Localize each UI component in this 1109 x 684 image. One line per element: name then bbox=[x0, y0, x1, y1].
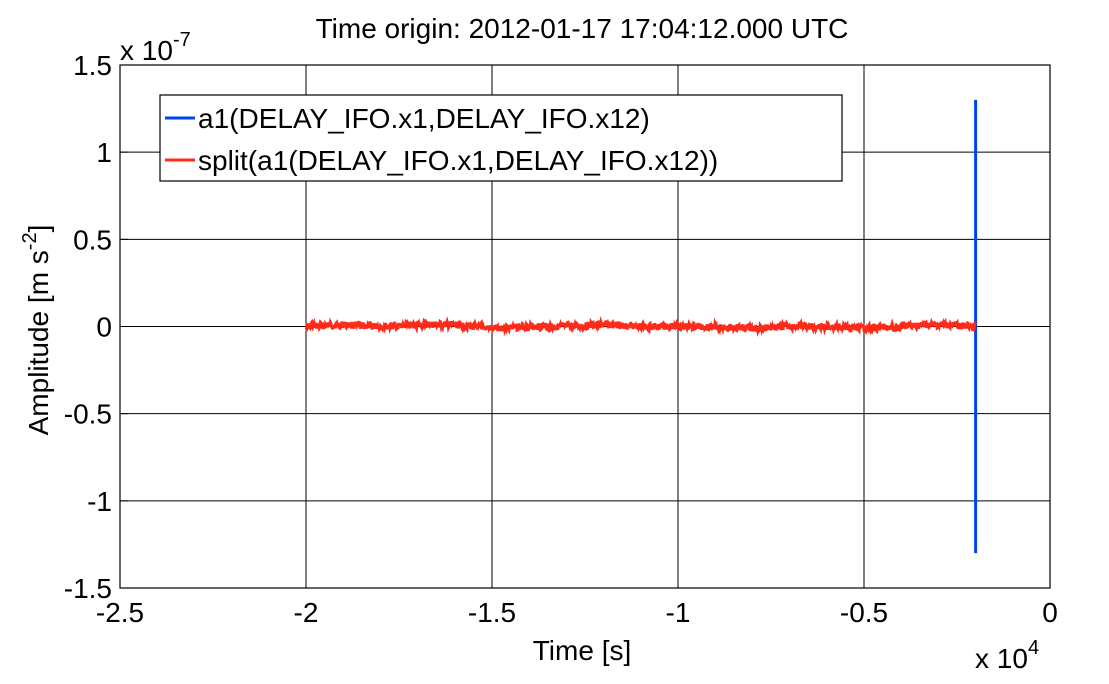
x-multiplier: x 104 bbox=[975, 637, 1039, 674]
series-line-split bbox=[305, 315, 977, 338]
y-tick-label: 0 bbox=[96, 312, 112, 343]
x-axis-ticks: -2.5 -2 -1.5 -1 -0.5 0 bbox=[96, 580, 1058, 628]
plot-area bbox=[305, 99, 978, 554]
y-axis-label-sup: -2 bbox=[19, 232, 41, 250]
x-multiplier-base: x 10 bbox=[975, 643, 1028, 674]
chart-title: Time origin: 2012-01-17 17:04:12.000 UTC bbox=[316, 13, 849, 44]
legend: a1(DELAY_IFO.x1,DELAY_IFO.x12) split(a1(… bbox=[159, 94, 843, 182]
y-tick-label: -1 bbox=[87, 486, 112, 517]
x-axis-label: Time [s] bbox=[533, 635, 632, 666]
legend-label-a1: a1(DELAY_IFO.x1,DELAY_IFO.x12) bbox=[198, 103, 650, 134]
y-axis-label-text: Amplitude [m s bbox=[23, 250, 54, 435]
y-multiplier: x 10-7 bbox=[120, 29, 191, 66]
legend-box bbox=[159, 94, 843, 182]
x-tick-label: -2.5 bbox=[96, 597, 144, 628]
x-tick-label: -1.5 bbox=[468, 597, 516, 628]
legend-label-split: split(a1(DELAY_IFO.x1,DELAY_IFO.x12)) bbox=[198, 145, 718, 176]
y-tick-label: -1.5 bbox=[64, 573, 112, 604]
y-multiplier-base: x 10 bbox=[120, 35, 173, 66]
y-multiplier-exponent: -7 bbox=[173, 29, 191, 51]
x-multiplier-exponent: 4 bbox=[1028, 637, 1039, 659]
x-tick-label: -1 bbox=[666, 597, 691, 628]
x-tick-label: -0.5 bbox=[840, 597, 888, 628]
y-tick-label: -0.5 bbox=[64, 399, 112, 430]
y-tick-label: 1.5 bbox=[73, 50, 112, 81]
y-tick-label: 1 bbox=[96, 137, 112, 168]
y-axis-label: Amplitude [m s-2] bbox=[19, 225, 54, 436]
x-tick-label: 0 bbox=[1042, 597, 1058, 628]
y-axis-ticks: -1.5 -1 -0.5 0 0.5 1 1.5 bbox=[64, 50, 128, 604]
x-tick-label: -2 bbox=[294, 597, 319, 628]
y-axis-label-close: ] bbox=[23, 225, 54, 233]
y-tick-label: 0.5 bbox=[73, 224, 112, 255]
